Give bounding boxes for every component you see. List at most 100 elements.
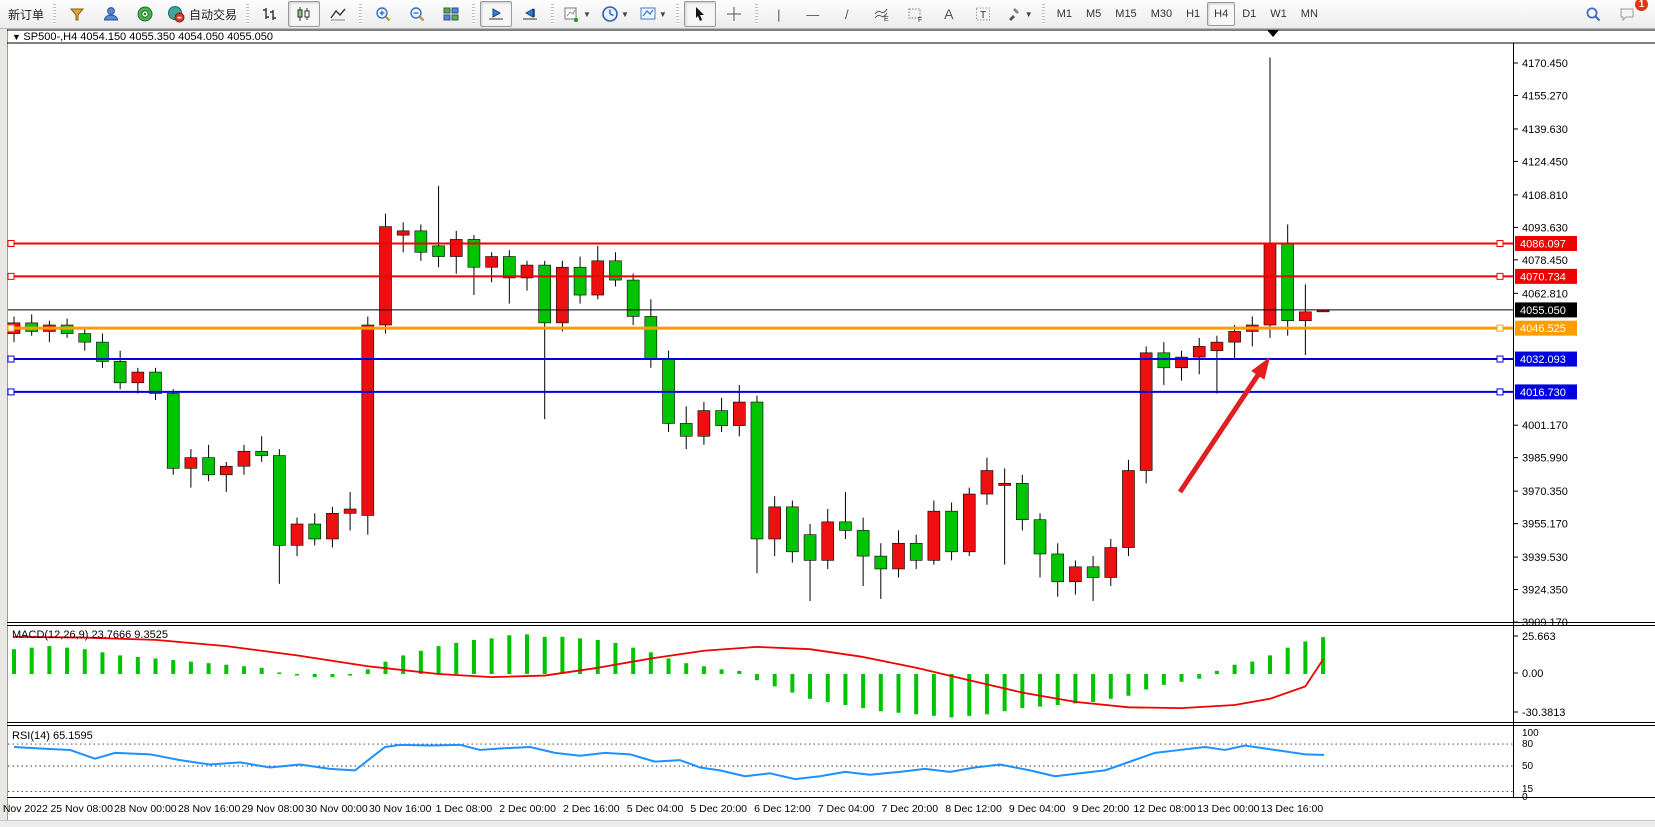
candle-body xyxy=(856,530,870,557)
bar-chart-icon[interactable] xyxy=(254,1,286,27)
time-axis-label: 9 Dec 04:00 xyxy=(1009,803,1066,815)
window-left-edge xyxy=(0,29,8,827)
time-axis-label: 5 Dec 04:00 xyxy=(627,803,684,815)
candle-body xyxy=(909,542,923,561)
price-level-badge xyxy=(1515,320,1577,336)
toolbar-grip xyxy=(1041,4,1045,24)
line-handle[interactable] xyxy=(7,388,15,396)
timeframe-h1[interactable]: H1 xyxy=(1186,8,1201,20)
candlestick-chart-icon[interactable] xyxy=(288,1,321,27)
line-handle[interactable] xyxy=(1496,272,1504,280)
templates-icon[interactable]: ▼ xyxy=(635,1,671,27)
chart-shift-icon[interactable] xyxy=(514,1,546,27)
auto-scroll-icon[interactable] xyxy=(480,1,513,27)
candle-body xyxy=(768,506,781,540)
funnel-icon[interactable] xyxy=(61,1,93,27)
line-chart-icon[interactable] xyxy=(322,1,354,27)
line-handle[interactable] xyxy=(7,272,15,280)
arrow-annotation[interactable] xyxy=(1177,368,1264,494)
price-level-badge xyxy=(1515,384,1577,400)
candle-body xyxy=(1228,331,1241,343)
price-tick-label: 3985.990 xyxy=(1522,453,1568,465)
tile-windows-icon[interactable] xyxy=(435,1,467,27)
periods-icon[interactable]: ▼ xyxy=(597,1,633,27)
chart-dropdown-icon[interactable]: ▼ xyxy=(12,32,24,42)
time-axis-label: 1 Dec 08:00 xyxy=(436,803,493,815)
crosshair-icon[interactable] xyxy=(718,1,750,27)
autotrade-label: 自动交易 xyxy=(189,7,238,22)
price-level-badge-label: 4070.734 xyxy=(1520,271,1566,283)
autotrade-button[interactable]: 自动交易 xyxy=(163,1,241,27)
candle-body xyxy=(821,521,835,561)
candle-body xyxy=(467,239,481,268)
macd-tick-label: 25.663 xyxy=(1522,631,1556,643)
chevron-down-icon: ▼ xyxy=(658,9,667,19)
price-tick-label: 4078.450 xyxy=(1522,255,1568,267)
price-tick-label: 3970.350 xyxy=(1522,486,1568,498)
horizontal-line-icon[interactable]: — xyxy=(806,6,820,22)
candle-body xyxy=(237,450,251,467)
broadcast-icon[interactable] xyxy=(129,1,161,27)
toolbar-grip xyxy=(246,4,250,24)
price-level-badge-label: 4086.097 xyxy=(1520,238,1566,250)
arrow-annotation-head[interactable] xyxy=(1251,357,1270,380)
candle-body xyxy=(538,264,552,324)
zoom-in-icon[interactable] xyxy=(367,1,399,27)
candle-body xyxy=(1122,470,1135,548)
search-icon[interactable] xyxy=(1577,1,1609,27)
candle-body xyxy=(396,230,410,236)
text-icon[interactable]: A xyxy=(944,6,954,22)
timeframe-mn[interactable]: MN xyxy=(1300,8,1318,20)
chart-shift-marker-icon[interactable] xyxy=(1267,30,1279,37)
candle-body xyxy=(449,239,463,257)
fibonacci-icon[interactable]: E xyxy=(865,1,897,27)
toolbar-grip xyxy=(754,4,758,24)
timeframe-m15[interactable]: M15 xyxy=(1115,8,1137,20)
line-handle[interactable] xyxy=(7,239,15,247)
cursor-icon[interactable] xyxy=(683,1,716,27)
line-handle[interactable] xyxy=(7,324,15,332)
text-label-icon[interactable]: T xyxy=(967,1,999,27)
chat-icon[interactable]: 1 xyxy=(1611,0,1648,27)
vertical-line-icon[interactable]: | xyxy=(777,6,781,22)
profile-icon[interactable] xyxy=(95,1,127,27)
arrows-icon[interactable]: ▼ xyxy=(1001,1,1037,27)
candle-body xyxy=(644,316,658,360)
timeframe-m30[interactable]: M30 xyxy=(1150,8,1173,20)
line-handle[interactable] xyxy=(1496,239,1504,247)
time-axis-label: 28 Nov 00:00 xyxy=(114,803,177,815)
bid-price-badge xyxy=(1515,302,1577,318)
time-axis-label: 13 Dec 16:00 xyxy=(1261,803,1324,815)
svg-text:T: T xyxy=(980,10,986,21)
timeframe-m5[interactable]: M5 xyxy=(1086,8,1102,20)
candle-body xyxy=(432,245,445,257)
zoom-out-icon[interactable] xyxy=(401,1,433,27)
channel-icon[interactable]: F xyxy=(899,1,931,27)
timeframe-m1[interactable]: M1 xyxy=(1056,8,1072,20)
line-handle[interactable] xyxy=(1496,355,1504,363)
line-handle[interactable] xyxy=(7,355,15,363)
line-handle[interactable] xyxy=(1496,388,1504,396)
candle-body xyxy=(1281,243,1294,322)
timeframe-d1[interactable]: D1 xyxy=(1242,8,1257,20)
candle-body xyxy=(1210,341,1224,351)
indicators-icon[interactable]: ▼ xyxy=(559,1,595,27)
trendline-icon[interactable]: / xyxy=(844,6,849,22)
candle-body xyxy=(1016,483,1029,521)
candle-body xyxy=(290,523,304,546)
candle-body xyxy=(131,371,145,384)
candle-body xyxy=(1299,311,1312,322)
candle-body xyxy=(255,450,268,456)
candle-body xyxy=(1086,566,1100,578)
new-order-button[interactable]: 新订单 xyxy=(4,1,48,27)
timeframe-h4[interactable]: H4 xyxy=(1207,2,1236,26)
candle-body xyxy=(591,260,605,296)
macd-indicator-label: MACD(12,26,9) 23.7666 9.3525 xyxy=(12,629,168,641)
price-tick-label: 4062.810 xyxy=(1522,288,1568,300)
line-handle[interactable] xyxy=(1496,324,1504,332)
candle-body xyxy=(184,457,198,469)
time-axis-label: 6 Dec 12:00 xyxy=(754,803,811,815)
timeframe-w1[interactable]: W1 xyxy=(1270,8,1287,20)
candle-body xyxy=(1263,243,1277,326)
